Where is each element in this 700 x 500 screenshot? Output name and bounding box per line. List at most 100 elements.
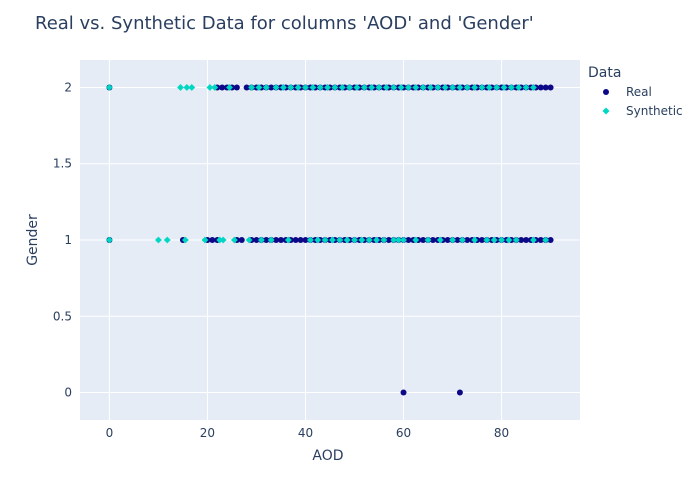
point-real[interactable] [400,389,407,396]
point-synthetic[interactable] [353,84,361,91]
point-synthetic[interactable] [181,236,189,244]
point-synthetic[interactable] [490,236,498,244]
point-real[interactable] [268,84,275,91]
point-real[interactable] [523,237,530,243]
point-synthetic[interactable] [505,236,513,244]
point-synthetic[interactable] [302,84,309,91]
point-synthetic[interactable] [436,236,444,244]
point-synthetic[interactable] [368,84,376,91]
point-synthetic[interactable] [219,236,227,244]
point-synthetic[interactable] [106,236,113,244]
point-real[interactable] [238,237,245,243]
point-synthetic[interactable] [336,236,344,244]
point-real[interactable] [219,84,226,91]
point-real[interactable] [292,237,299,243]
point-synthetic[interactable] [294,84,302,91]
point-synthetic[interactable] [343,236,351,244]
point-synthetic[interactable] [500,84,508,91]
point-real[interactable] [273,237,280,243]
point-real[interactable] [542,84,549,91]
point-real[interactable] [243,84,250,91]
point-synthetic[interactable] [329,236,336,244]
point-real[interactable] [405,237,412,243]
point-synthetic[interactable] [395,236,403,244]
point-synthetic[interactable] [449,84,456,91]
point-synthetic[interactable] [390,84,398,91]
point-synthetic[interactable] [375,84,383,91]
point-synthetic[interactable] [507,84,515,91]
point-real[interactable] [444,237,451,243]
point-real[interactable] [233,84,240,91]
point-real[interactable] [277,237,284,243]
point-synthetic[interactable] [267,236,275,244]
point-real[interactable] [420,237,427,243]
point-synthetic[interactable] [314,236,322,244]
point-synthetic[interactable] [530,84,537,91]
point-real[interactable] [537,237,544,243]
point-synthetic[interactable] [400,236,407,244]
point-real[interactable] [537,84,544,91]
point-synthetic[interactable] [397,84,405,91]
point-synthetic[interactable] [163,236,171,244]
point-synthetic[interactable] [456,84,464,91]
point-synthetic[interactable] [155,236,162,244]
point-synthetic[interactable] [331,84,339,91]
point-synthetic[interactable] [106,84,113,91]
point-real[interactable] [456,389,463,396]
point-synthetic[interactable] [434,84,442,91]
point-real[interactable] [429,237,436,243]
point-synthetic[interactable] [493,84,501,91]
point-synthetic[interactable] [177,84,184,91]
point-synthetic[interactable] [248,84,255,91]
point-synthetic[interactable] [471,84,479,91]
point-synthetic[interactable] [390,236,398,244]
point-synthetic[interactable] [257,236,265,244]
point-real[interactable] [518,237,525,243]
point-synthetic[interactable] [206,84,214,91]
point-synthetic[interactable] [346,84,354,91]
point-real[interactable] [297,237,304,243]
point-synthetic[interactable] [287,84,295,91]
point-synthetic[interactable] [427,84,434,91]
point-synthetic[interactable] [316,84,324,91]
point-real[interactable] [547,84,554,91]
point-synthetic[interactable] [441,84,449,91]
point-synthetic[interactable] [542,236,550,244]
point-synthetic[interactable] [360,84,368,91]
point-synthetic[interactable] [324,84,331,91]
point-real[interactable] [464,237,471,243]
point-synthetic[interactable] [216,236,224,244]
point-synthetic[interactable] [463,84,471,91]
point-real[interactable] [454,237,461,243]
point-real[interactable] [302,237,309,243]
point-synthetic[interactable] [515,84,523,91]
point-synthetic[interactable] [530,236,537,244]
point-synthetic[interactable] [471,236,479,244]
point-synthetic[interactable] [309,84,317,91]
point-synthetic[interactable] [245,236,253,244]
point-synthetic[interactable] [231,236,238,244]
point-real[interactable] [547,237,554,243]
point-synthetic[interactable] [449,236,456,244]
point-synthetic[interactable] [382,84,390,91]
point-synthetic[interactable] [365,236,373,244]
point-synthetic[interactable] [255,84,263,91]
point-synthetic[interactable] [338,84,346,91]
point-synthetic[interactable] [412,236,420,244]
point-synthetic[interactable] [351,236,358,244]
point-synthetic[interactable] [321,236,329,244]
point-synthetic[interactable] [485,84,493,91]
point-real[interactable] [263,237,270,243]
point-synthetic[interactable] [272,84,280,91]
point-synthetic[interactable] [424,236,432,244]
point-synthetic[interactable] [280,84,287,91]
point-synthetic[interactable] [412,84,420,91]
point-synthetic[interactable] [284,236,292,244]
point-synthetic[interactable] [262,84,270,91]
point-real[interactable] [385,237,392,243]
point-synthetic[interactable] [373,236,380,244]
point-synthetic[interactable] [512,236,520,244]
point-synthetic[interactable] [478,84,486,91]
point-real[interactable] [253,237,260,243]
point-synthetic[interactable] [211,84,219,91]
